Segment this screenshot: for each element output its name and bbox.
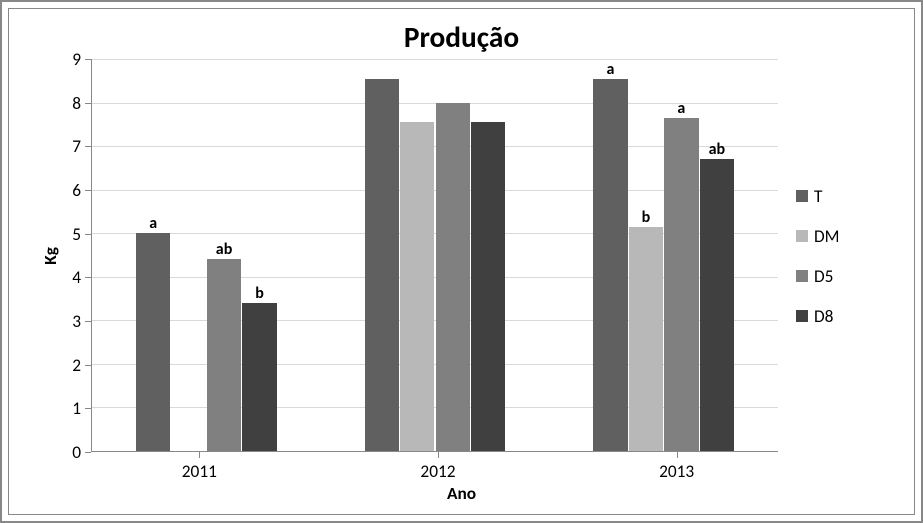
y-tick-label: 2 <box>72 354 81 376</box>
legend-label: D8 <box>814 305 833 327</box>
y-tick-label: 1 <box>72 397 81 419</box>
x-tick-mark <box>677 452 678 458</box>
legend-label: D5 <box>814 265 833 287</box>
chart-inner-frame: Produção Kg 0123456789 aabbabaab TDMD5D8… <box>8 8 915 515</box>
x-tick-mark <box>438 452 439 458</box>
bar-T <box>136 233 170 451</box>
bar-annotation: a <box>607 60 615 79</box>
x-tick-label: 2013 <box>659 460 694 482</box>
y-tick-label: 6 <box>72 179 81 201</box>
gridline <box>92 59 778 60</box>
y-axis-label: Kg <box>37 247 61 265</box>
y-tick-label: 5 <box>72 223 81 245</box>
bar-D8 <box>242 303 276 451</box>
bar-annotation: a <box>677 99 685 118</box>
bar-annotation: b <box>255 284 264 303</box>
legend-swatch <box>796 270 808 282</box>
bar-D5 <box>436 103 470 451</box>
x-axis-row: 2011 2012 2013 <box>9 452 914 482</box>
bar-annotation: a <box>149 214 157 233</box>
legend-item-T: T <box>796 185 896 207</box>
y-tick-label: 8 <box>72 92 81 114</box>
y-axis-ticks: 0123456789 <box>61 59 91 452</box>
legend-label: DM <box>814 225 839 247</box>
x-axis-label: Ano <box>9 482 914 514</box>
chart-outer-frame: Produção Kg 0123456789 aabbabaab TDMD5D8… <box>0 0 923 523</box>
bar-D5 <box>664 118 698 451</box>
x-axis-ticks: 2011 2012 2013 <box>80 452 796 482</box>
legend-item-DM: DM <box>796 225 896 247</box>
chart-body-row: Kg 0123456789 aabbabaab TDMD5D8 <box>9 59 914 452</box>
legend-swatch <box>796 310 808 322</box>
legend-label: T <box>814 185 822 207</box>
bar-D5 <box>207 259 241 451</box>
legend: T DM D5 D8 <box>778 59 896 452</box>
bar-D8 <box>700 159 734 451</box>
bar-D8 <box>471 122 505 451</box>
y-tick-label: 7 <box>72 135 81 157</box>
bar-T <box>365 79 399 451</box>
bar-DM <box>629 227 663 451</box>
bar-annotation: ab <box>709 140 725 159</box>
legend-item-D5: D5 <box>796 265 896 287</box>
plot-area: aabbabaab <box>91 59 778 452</box>
bar-DM <box>400 122 434 451</box>
bar-T <box>593 79 627 451</box>
y-tick-label: 3 <box>72 310 81 332</box>
legend-swatch <box>796 230 808 242</box>
bar-annotation: b <box>642 208 651 227</box>
x-tick-label: 2012 <box>420 460 455 482</box>
y-tick-label: 9 <box>72 48 81 70</box>
legend-item-D8: D8 <box>796 305 896 327</box>
y-tick-label: 4 <box>72 266 81 288</box>
bar-annotation: ab <box>216 240 232 259</box>
x-tick-label: 2011 <box>182 460 217 482</box>
chart-title: Produção <box>9 9 914 59</box>
legend-swatch <box>796 190 808 202</box>
x-tick-mark <box>199 452 200 458</box>
